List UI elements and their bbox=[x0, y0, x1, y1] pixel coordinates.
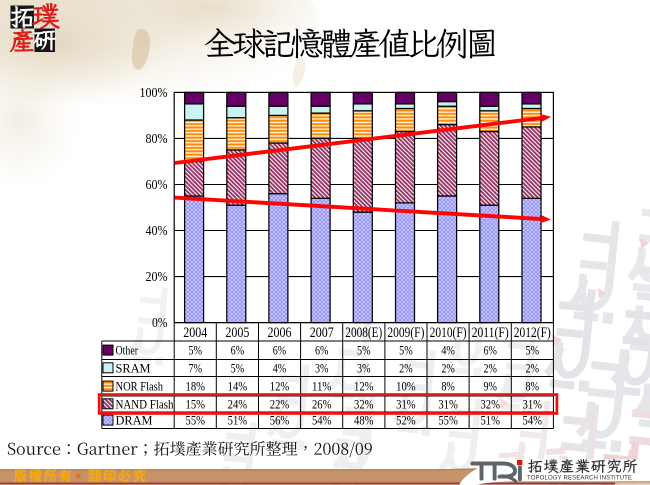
svg-text:DRAM: DRAM bbox=[116, 414, 153, 428]
svg-text:3%: 3% bbox=[315, 360, 329, 375]
svg-text:60%: 60% bbox=[146, 177, 168, 192]
svg-text:31%: 31% bbox=[438, 396, 458, 411]
svg-text:12%: 12% bbox=[270, 379, 290, 394]
svg-text:51%: 51% bbox=[228, 413, 248, 428]
svg-text:6%: 6% bbox=[231, 343, 245, 358]
svg-text:6%: 6% bbox=[273, 343, 287, 358]
svg-text:5%: 5% bbox=[189, 343, 203, 358]
svg-text:31%: 31% bbox=[523, 396, 543, 411]
svg-text:51%: 51% bbox=[480, 413, 500, 428]
svg-text:31%: 31% bbox=[396, 396, 416, 411]
svg-text:100%: 100% bbox=[140, 85, 168, 100]
svg-text:32%: 32% bbox=[480, 396, 500, 411]
svg-text:2008(E): 2008(E) bbox=[345, 325, 382, 341]
svg-text:2%: 2% bbox=[399, 360, 413, 375]
svg-text:6%: 6% bbox=[315, 343, 329, 358]
svg-text:0%: 0% bbox=[152, 315, 168, 330]
svg-text:2%: 2% bbox=[526, 360, 540, 375]
svg-text:54%: 54% bbox=[523, 413, 543, 428]
svg-text:24%: 24% bbox=[228, 396, 248, 411]
svg-text:2012(F): 2012(F) bbox=[514, 325, 551, 341]
svg-text:2006: 2006 bbox=[268, 325, 292, 341]
svg-text:2004: 2004 bbox=[183, 325, 208, 341]
svg-text:48%: 48% bbox=[354, 413, 374, 428]
svg-text:26%: 26% bbox=[312, 396, 332, 411]
svg-text:2011(F): 2011(F) bbox=[472, 325, 509, 341]
svg-text:10%: 10% bbox=[396, 379, 416, 394]
svg-text:9%: 9% bbox=[483, 379, 497, 394]
svg-text:SRAM: SRAM bbox=[116, 361, 151, 375]
svg-text:15%: 15% bbox=[186, 396, 206, 411]
svg-text:2005: 2005 bbox=[225, 325, 249, 341]
svg-text:NAND Flash: NAND Flash bbox=[116, 397, 174, 411]
svg-text:54%: 54% bbox=[312, 413, 332, 428]
svg-text:2010(F): 2010(F) bbox=[430, 325, 467, 341]
svg-text:3%: 3% bbox=[357, 360, 371, 375]
svg-text:5%: 5% bbox=[357, 343, 371, 358]
svg-text:5%: 5% bbox=[231, 360, 245, 375]
svg-text:NOR Flash: NOR Flash bbox=[116, 380, 164, 394]
svg-text:14%: 14% bbox=[228, 379, 248, 394]
svg-text:56%: 56% bbox=[270, 413, 290, 428]
svg-text:5%: 5% bbox=[526, 343, 540, 358]
svg-text:80%: 80% bbox=[146, 131, 168, 146]
svg-text:7%: 7% bbox=[189, 360, 203, 375]
svg-text:52%: 52% bbox=[396, 413, 416, 428]
svg-text:20%: 20% bbox=[146, 269, 168, 284]
svg-text:11%: 11% bbox=[312, 379, 332, 394]
svg-text:55%: 55% bbox=[438, 413, 458, 428]
svg-text:2009(F): 2009(F) bbox=[387, 325, 424, 341]
svg-text:18%: 18% bbox=[186, 379, 206, 394]
svg-text:2007: 2007 bbox=[310, 325, 334, 341]
svg-text:32%: 32% bbox=[354, 396, 374, 411]
svg-text:4%: 4% bbox=[441, 343, 455, 358]
svg-text:2%: 2% bbox=[441, 360, 455, 375]
svg-text:40%: 40% bbox=[146, 223, 168, 238]
svg-text:22%: 22% bbox=[270, 396, 290, 411]
svg-text:TOPOLOGY RESEARCH INSTITUTE: TOPOLOGY RESEARCH INSTITUTE bbox=[527, 474, 632, 481]
svg-text:8%: 8% bbox=[441, 379, 455, 394]
svg-text:55%: 55% bbox=[186, 413, 206, 428]
svg-text:12%: 12% bbox=[354, 379, 374, 394]
svg-text:4%: 4% bbox=[273, 360, 287, 375]
svg-text:5%: 5% bbox=[399, 343, 413, 358]
svg-text:8%: 8% bbox=[526, 379, 540, 394]
svg-text:2%: 2% bbox=[483, 360, 497, 375]
svg-text:Other: Other bbox=[116, 344, 139, 358]
svg-text:6%: 6% bbox=[483, 343, 497, 358]
